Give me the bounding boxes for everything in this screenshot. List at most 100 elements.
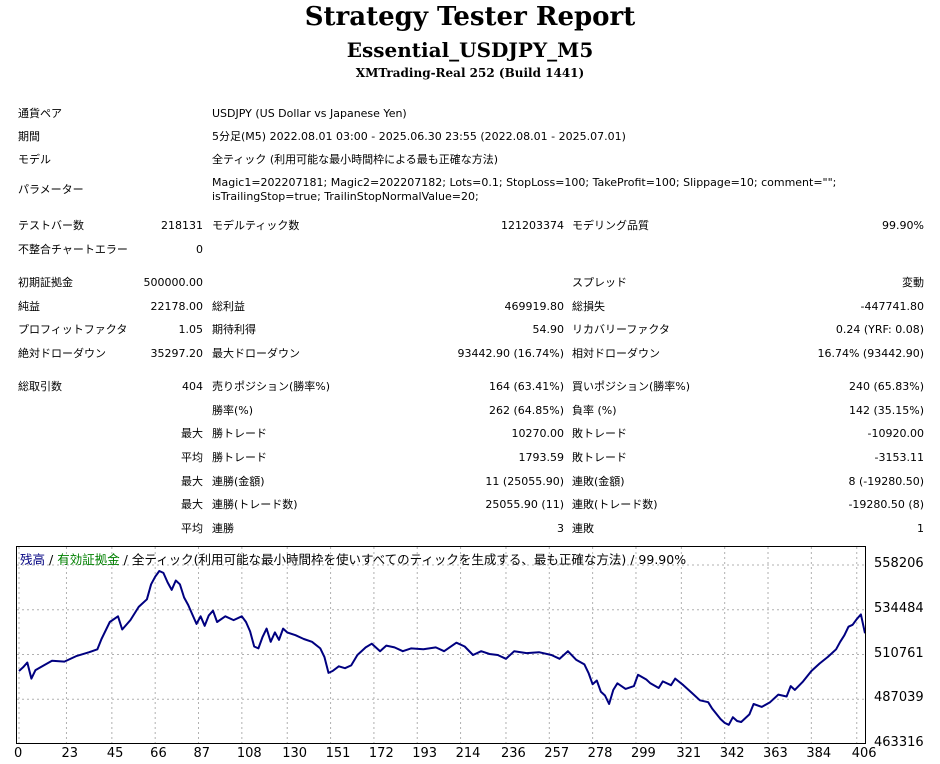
max-consec-trades-label: 最大 xyxy=(181,498,203,511)
x-tick-label: 193 xyxy=(412,746,438,761)
y-tick-label: 463316 xyxy=(874,735,924,750)
info-value-model: 全ティック (利用可能な最小時間枠による最も正確な方法) xyxy=(212,153,499,166)
deposit-value: 500000.00 xyxy=(143,276,204,289)
net-value: 22178.00 xyxy=(150,300,204,313)
info-value-period: 5分足(M5) 2022.08.01 03:00 - 2025.06.30 23… xyxy=(212,130,626,143)
max-consec-amt-label: 最大 xyxy=(181,475,203,488)
expected-value: 54.90 xyxy=(532,323,565,336)
winrate-value: 262 (64.85%) xyxy=(488,404,564,417)
lossrate-value: 142 (35.15%) xyxy=(848,404,924,417)
info-value-symbol: USDJPY (US Dollar vs Japanese Yen) xyxy=(212,107,407,120)
short-label: 売りポジション(勝率%) xyxy=(212,380,331,393)
gross-profit-label: 総利益 xyxy=(212,300,245,313)
info-label-parameters: パラメーター xyxy=(18,183,84,196)
max-dd-label: 最大ドローダウン xyxy=(212,347,300,360)
recovery-label: リカバリーファクタ xyxy=(572,323,670,336)
avg-consec-label: 平均 xyxy=(181,522,203,535)
bars-label: テストバー数 xyxy=(18,219,84,232)
errors-value: 0 xyxy=(196,243,203,256)
long-value: 240 (65.83%) xyxy=(848,380,924,393)
avg-loss-label: 敗トレード xyxy=(572,451,627,464)
lossrate-label: 負率 (%) xyxy=(572,404,617,417)
gross-profit-value: 469919.80 xyxy=(504,300,565,313)
x-tick-label: 406 xyxy=(851,746,877,761)
x-tick-label: 108 xyxy=(236,746,262,761)
avg-consec-win-value: 3 xyxy=(557,522,564,535)
short-value: 164 (63.41%) xyxy=(488,380,564,393)
x-tick-label: 23 xyxy=(61,746,78,761)
series-line-balance xyxy=(18,570,865,726)
x-tick-label: 278 xyxy=(587,746,613,761)
y-tick-label: 558206 xyxy=(874,556,924,571)
x-tick-label: 87 xyxy=(193,746,211,761)
ticks-label: モデルティック数 xyxy=(212,219,300,232)
trades-value: 404 xyxy=(182,380,203,393)
consec-loss-amt-label: 連敗(金額) xyxy=(572,475,625,488)
balance-chart-svg xyxy=(17,547,865,743)
quality-value: 99.90% xyxy=(882,219,924,232)
x-tick-label: 384 xyxy=(806,746,832,761)
winrate-label: 勝率(%) xyxy=(212,404,254,417)
consec-loss-trades-value: -19280.50 (8) xyxy=(848,498,924,511)
info-label-period: 期間 xyxy=(18,130,40,143)
avg-consec-win-label: 連勝 xyxy=(212,522,234,535)
recovery-value: 0.24 (YRF: 0.08) xyxy=(835,323,924,336)
legend-balance: 残高 xyxy=(20,552,46,567)
x-tick-label: 214 xyxy=(455,746,481,761)
gross-loss-value: -447741.80 xyxy=(860,300,924,313)
largest-win-value: 10270.00 xyxy=(511,427,565,440)
info-value-parameters: Magic1=202207181; Magic2=202207182; Lots… xyxy=(212,176,837,203)
legend-equity: 有効証拠金 xyxy=(57,552,120,567)
consec-win-trades-label: 連勝(トレード数) xyxy=(212,498,298,511)
abs-dd-value: 35297.20 xyxy=(150,347,204,360)
avg-win-value: 1793.59 xyxy=(518,451,565,464)
expected-label: 期待利得 xyxy=(212,323,256,336)
consec-win-amt-value: 11 (25055.90) xyxy=(485,475,564,488)
legend-sep-2: / xyxy=(119,552,132,567)
largest-loss-value: -10920.00 xyxy=(867,427,924,440)
y-tick-label: 534484 xyxy=(874,600,924,616)
trades-label: 総取引数 xyxy=(18,380,62,393)
ticks-value: 121203374 xyxy=(501,219,564,232)
x-tick-label: 257 xyxy=(544,746,570,761)
deposit-label: 初期証拠金 xyxy=(18,276,73,289)
consec-loss-amt-value: 8 (-19280.50) xyxy=(848,475,924,488)
avg-loss-value: -3153.11 xyxy=(874,451,924,464)
x-tick-label: 321 xyxy=(676,746,702,761)
x-tick-label: 66 xyxy=(150,746,167,761)
x-tick-label: 299 xyxy=(630,746,656,761)
largest-win-label: 勝トレード xyxy=(212,427,267,440)
x-tick-label: 172 xyxy=(368,746,394,761)
long-label: 買いポジション(勝率%) xyxy=(572,380,691,393)
x-tick-label: 0 xyxy=(14,746,23,761)
x-tick-label: 45 xyxy=(106,746,124,761)
consec-win-trades-value: 25055.90 (11) xyxy=(485,498,564,511)
report-title: Strategy Tester Report xyxy=(304,2,636,32)
consec-win-amt-label: 連勝(金額) xyxy=(212,475,265,488)
info-label-model: モデル xyxy=(18,153,51,166)
largest-loss-label: 敗トレード xyxy=(572,427,627,440)
avg-consec-loss-value: 1 xyxy=(917,522,924,535)
consec-loss-trades-label: 連敗(トレード数) xyxy=(572,498,658,511)
gross-loss-label: 総損失 xyxy=(572,300,605,313)
spread-label: スプレッド xyxy=(572,276,627,289)
x-tick-label: 363 xyxy=(763,746,788,761)
x-tick-label: 151 xyxy=(325,746,351,761)
largest-label: 最大 xyxy=(181,427,203,440)
x-tick-label: 342 xyxy=(719,746,745,761)
avg-consec-loss-label: 連敗 xyxy=(572,522,594,535)
max-dd-value: 93442.90 (16.74%) xyxy=(457,347,564,360)
net-label: 純益 xyxy=(18,300,40,313)
rel-dd-label: 相対ドローダウン xyxy=(572,347,660,360)
chart-legend: 残高 / 有効証拠金 / 全ティック(利用可能な最小時間枠を使いすべてのティック… xyxy=(20,549,686,568)
y-tick-label: 487039 xyxy=(874,690,924,706)
rel-dd-value: 16.74% (93442.90) xyxy=(817,347,924,360)
legend-sep-1: / xyxy=(45,552,58,567)
balance-chart xyxy=(16,546,866,744)
average-label: 平均 xyxy=(181,451,203,464)
y-tick-label: 510761 xyxy=(874,645,924,661)
x-tick-label: 130 xyxy=(282,746,308,761)
legend-model: 全ティック(利用可能な最小時間枠を使いすべてのティックを生成する、最も正確な方法… xyxy=(131,552,687,567)
report-subtitle: Essential_USDJPY_M5 xyxy=(346,38,594,62)
quality-label: モデリング品質 xyxy=(572,219,649,232)
